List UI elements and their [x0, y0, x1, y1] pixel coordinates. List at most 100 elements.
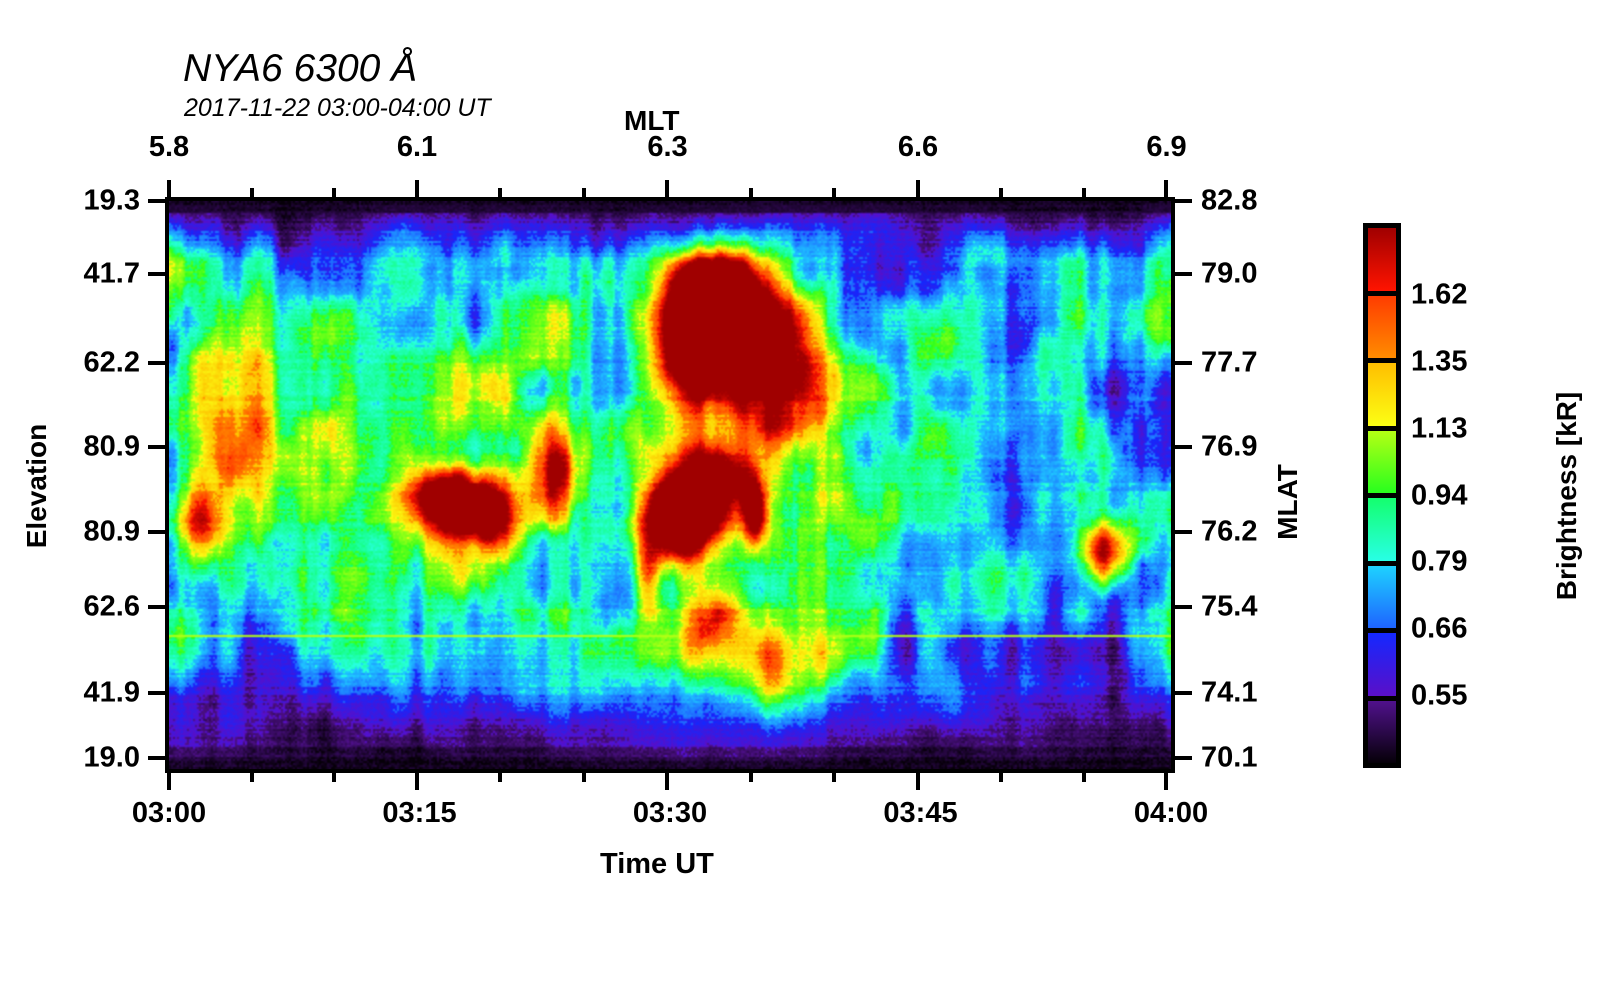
colorbar-segment — [1368, 430, 1396, 493]
bottom-axis-title: Time UT — [600, 848, 714, 880]
colorbar-segment — [1368, 565, 1396, 628]
tick-top-major — [665, 180, 670, 197]
colorbar-tick-label: 0.94 — [1411, 479, 1468, 511]
colorbar-separator — [1368, 358, 1396, 363]
left-axis-tick-label: 80.9 — [83, 430, 140, 463]
tick-left-major — [148, 271, 165, 276]
colorbar-segment — [1368, 295, 1396, 358]
tick-top-major — [167, 180, 171, 197]
tick-bottom-major — [167, 773, 171, 790]
top-axis-tick-label: 6.1 — [396, 131, 438, 163]
tick-bottom-major — [915, 773, 920, 790]
tick-bottom-major — [665, 773, 670, 790]
tick-bottom-minor — [498, 773, 503, 782]
right-axis-tick-label: 82.8 — [1201, 184, 1258, 217]
tick-top-minor — [249, 188, 254, 197]
bottom-axis-tick-label: 04:00 — [1133, 797, 1209, 829]
right-axis-tick-label: 76.2 — [1201, 515, 1258, 548]
right-axis-title: MLAT — [1272, 464, 1303, 540]
top-axis-tick-label: 6.9 — [1146, 131, 1187, 163]
colorbar-title: Brightness [kR] — [1551, 391, 1582, 601]
left-axis-tick-label: 62.2 — [83, 346, 140, 379]
tick-top-major — [1164, 180, 1169, 197]
colorbar-separator — [1368, 695, 1396, 701]
colorbar-tick-label: 0.79 — [1411, 545, 1468, 578]
left-axis-tick-label: 62.6 — [83, 590, 140, 623]
colorbar — [1363, 223, 1401, 768]
tick-top-minor — [748, 188, 753, 197]
right-axis-tick-label: 75.4 — [1201, 590, 1258, 623]
tick-left-major — [148, 199, 165, 203]
page-title: NYA6 6300 Å — [183, 47, 418, 90]
tick-top-minor — [1081, 188, 1086, 197]
tick-left-major — [148, 690, 165, 695]
colorbar-tick-label: 0.66 — [1411, 612, 1468, 645]
tick-top-major — [414, 180, 419, 197]
tick-left-major — [148, 445, 165, 450]
colorbar-tick-label: 0.55 — [1411, 679, 1468, 712]
left-axis-tick-label: 19.0 — [83, 741, 140, 774]
left-axis-title: Elevation — [21, 423, 52, 549]
colorbar-segment — [1368, 228, 1396, 291]
tick-left-major — [148, 529, 165, 534]
tick-bottom-minor — [332, 773, 337, 782]
colorbar-segment — [1368, 498, 1396, 561]
tick-right-major — [1175, 199, 1192, 203]
bottom-axis-tick-label: 03:30 — [632, 797, 708, 829]
left-axis-tick-label: 41.9 — [83, 676, 140, 709]
colorbar-segment — [1368, 633, 1396, 696]
tick-bottom-major — [414, 773, 419, 790]
tick-bottom-minor — [832, 773, 837, 782]
colorbar-separator — [1368, 628, 1396, 633]
tick-bottom-major — [1164, 773, 1169, 790]
tick-right-major — [1175, 271, 1192, 276]
tick-left-major — [148, 755, 165, 760]
right-axis-tick-label: 79.0 — [1201, 257, 1258, 290]
colorbar-tick-label: 1.62 — [1411, 278, 1468, 311]
tick-top-minor — [332, 188, 337, 197]
right-axis-tick-label: 77.7 — [1201, 346, 1258, 379]
colorbar-separator — [1368, 560, 1396, 566]
bottom-axis-tick-label: 03:15 — [382, 797, 457, 829]
tick-top-minor — [498, 188, 503, 197]
top-axis-tick-label: 5.8 — [148, 131, 190, 163]
tick-left-major — [148, 605, 165, 610]
left-axis-tick-label: 19.3 — [83, 184, 140, 217]
keogram-plot-area — [165, 197, 1175, 773]
left-axis-tick-label: 80.9 — [83, 515, 140, 548]
tick-top-major — [915, 180, 920, 197]
colorbar-separator — [1368, 290, 1396, 296]
colorbar-segment — [1368, 363, 1396, 426]
colorbar-segment — [1368, 700, 1396, 763]
top-axis-tick-label: 6.6 — [897, 131, 939, 163]
tick-top-minor — [998, 188, 1003, 197]
right-axis-tick-label: 76.9 — [1201, 430, 1258, 463]
tick-right-major — [1175, 755, 1192, 760]
left-axis-tick-label: 41.7 — [83, 257, 140, 290]
bottom-axis-tick-label: 03:00 — [131, 797, 207, 829]
top-axis-title: MLT — [624, 105, 680, 136]
colorbar-separator — [1368, 493, 1396, 498]
tick-top-minor — [832, 188, 837, 197]
bottom-axis-tick-label: 03:45 — [883, 797, 958, 829]
right-axis-tick-label: 74.1 — [1201, 676, 1258, 709]
tick-right-major — [1175, 445, 1192, 450]
top-axis-tick-label: 6.3 — [647, 131, 688, 163]
tick-top-minor — [581, 188, 586, 197]
tick-bottom-minor — [1081, 773, 1086, 782]
tick-right-major — [1175, 529, 1192, 534]
page-subtitle: 2017-11-22 03:00-04:00 UT — [184, 94, 491, 122]
colorbar-tick-label: 1.13 — [1411, 412, 1468, 445]
tick-bottom-minor — [998, 773, 1003, 782]
tick-bottom-minor — [748, 773, 753, 782]
tick-right-major — [1175, 605, 1192, 610]
colorbar-tick-label: 1.35 — [1411, 345, 1468, 378]
right-axis-tick-label: 70.1 — [1201, 741, 1258, 774]
tick-right-major — [1175, 690, 1192, 695]
colorbar-separator — [1368, 425, 1396, 431]
tick-bottom-minor — [581, 773, 586, 782]
tick-right-major — [1175, 361, 1192, 366]
tick-left-major — [148, 361, 165, 366]
keogram-heatmap — [169, 201, 1171, 769]
